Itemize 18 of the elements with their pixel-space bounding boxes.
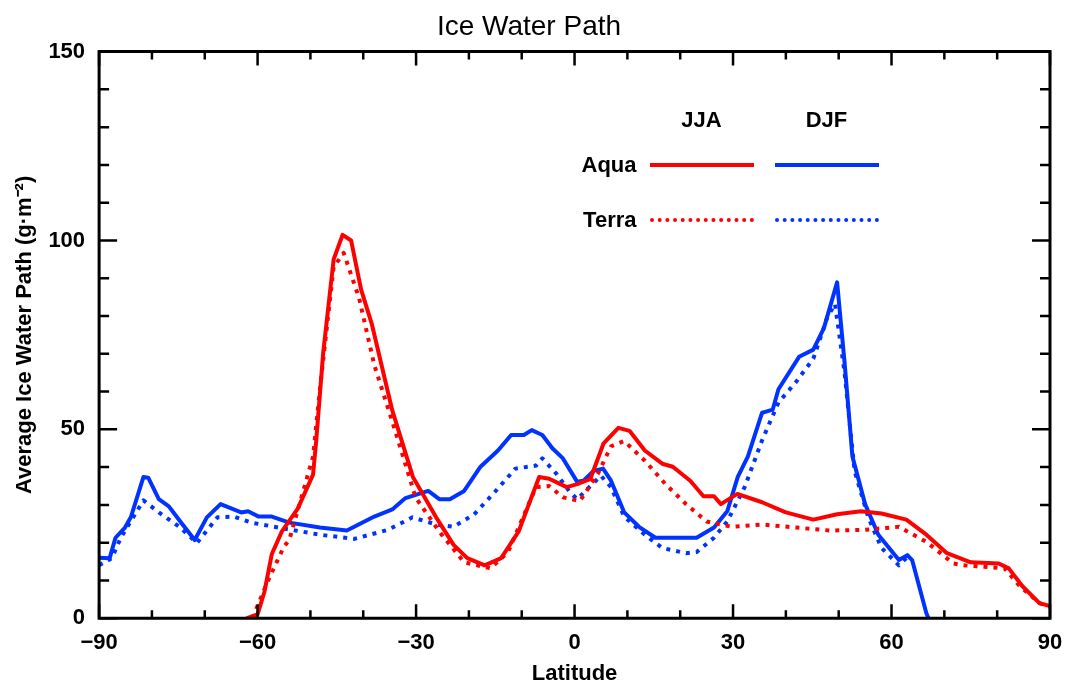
annotation: Aqua <box>581 151 637 178</box>
x-axis-title: Latitude <box>531 659 618 685</box>
y-tick-label: 0 <box>72 604 86 630</box>
x-tick-label: 60 <box>879 629 904 655</box>
y-tick-label: 150 <box>48 37 86 63</box>
x-tick-label: −30 <box>397 629 435 655</box>
x-tick-label: −90 <box>80 629 118 655</box>
annotation: DJF <box>804 106 849 133</box>
annotation: Terra <box>583 206 637 233</box>
x-tick-label: 30 <box>720 629 746 655</box>
y-tick-label: 50 <box>60 415 86 441</box>
annotation: JJA <box>680 106 723 133</box>
x-tick-label: 0 <box>568 629 581 655</box>
x-tick-label: 90 <box>1037 629 1063 655</box>
chart-title: Ice Water Path <box>436 9 622 41</box>
y-tick-label: 100 <box>48 226 86 252</box>
y-axis-title: Average Ice Water Path (g·m⁻²) <box>11 175 37 495</box>
x-tick-label: −60 <box>238 629 277 655</box>
